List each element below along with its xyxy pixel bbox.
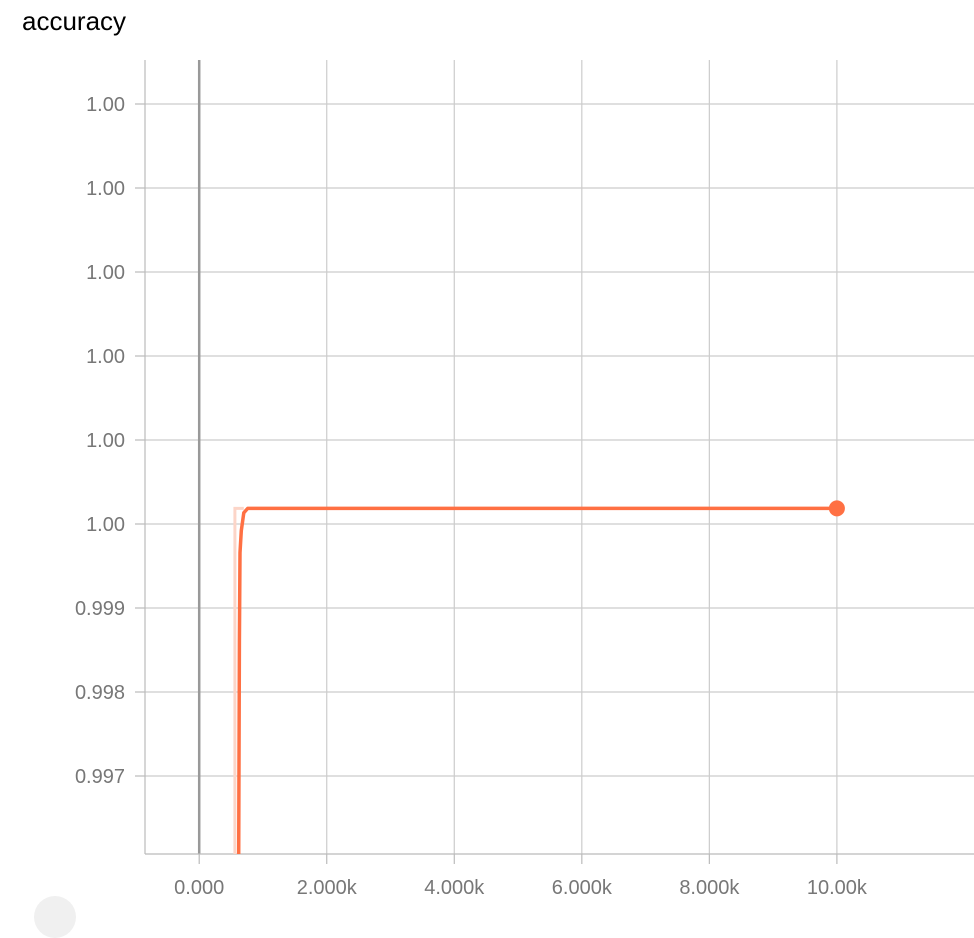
y-tick-label: 0.998: [75, 682, 125, 704]
y-tick-label: 1.00: [86, 346, 125, 368]
y-tick-label: 1.00: [86, 262, 125, 284]
series-layer: [233, 500, 845, 855]
y-tick-label: 0.999: [75, 598, 125, 620]
avatar[interactable]: [34, 896, 76, 938]
x-tick-label: 8.000k: [679, 877, 740, 899]
chart-title: accuracy: [22, 6, 127, 36]
y-tick-label: 1.00: [86, 178, 125, 200]
x-tick-label: 6.000k: [552, 877, 613, 899]
raw-series-line: [233, 506, 244, 854]
axes: [144, 60, 974, 855]
x-tick-label: 4.000k: [424, 877, 485, 899]
grid: [135, 60, 974, 864]
x-tick-label: 0.000: [174, 877, 224, 899]
last-point-marker: [828, 500, 845, 517]
line-chart: 1.001.001.001.001.001.000.9990.9980.997 …: [75, 60, 974, 899]
smoothed-series-line: [236, 506, 837, 855]
y-tick-label: 1.00: [86, 514, 125, 536]
y-tick-label: 0.997: [75, 766, 125, 788]
y-tick-label: 1.00: [86, 94, 125, 116]
y-axis-ticks: 1.00 1.00 1.00 1.00 1.00 1.00 0.999 0.998 0.997: [75, 94, 125, 788]
y-tick-label: 1.00: [86, 430, 125, 452]
x-tick-label: 2.000k: [297, 877, 358, 899]
x-axis-ticks: 0.000 2.000k 4.000k 6.000k 8.000k 10.00k: [174, 877, 868, 899]
x-tick-label: 10.00k: [807, 877, 868, 899]
